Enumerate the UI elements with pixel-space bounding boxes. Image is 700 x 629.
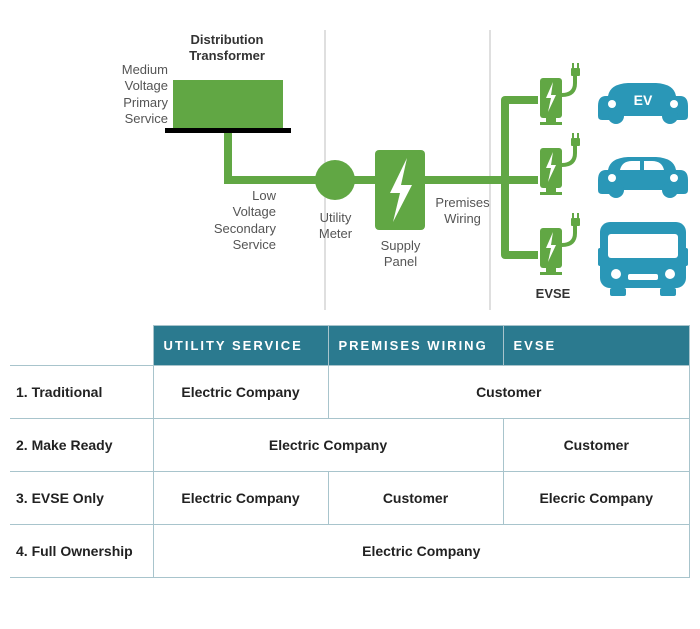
ev-car-icon: EV — [598, 83, 688, 124]
row-name: 1. Traditional — [10, 366, 153, 419]
col-utility-service: Utility Service — [153, 326, 328, 366]
car-icon — [598, 157, 688, 198]
row-name: 2. Make Ready — [10, 419, 153, 472]
table-cell: Customer — [328, 472, 503, 525]
table-header-row: Utility Service Premises Wiring EVSE — [10, 326, 690, 366]
evse-icon — [540, 63, 580, 125]
svg-text:EV: EV — [634, 92, 653, 108]
diagram-area: EV DistributionTransformer MediumVoltage… — [0, 0, 700, 325]
label-lv-secondary: LowVoltageSecondaryService — [196, 188, 276, 253]
bus-icon — [598, 222, 688, 296]
row-name: 4. Full Ownership — [10, 525, 153, 578]
row-name: 3. EVSE Only — [10, 472, 153, 525]
label-dist-transformer: DistributionTransformer — [162, 32, 292, 65]
table-row: 4. Full OwnershipElectric Company — [10, 525, 690, 578]
col-evse: EVSE — [503, 326, 690, 366]
label-evse: EVSE — [528, 286, 578, 302]
table-cell: Customer — [328, 366, 690, 419]
label-supply-panel: SupplyPanel — [373, 238, 428, 271]
table-corner — [10, 326, 153, 366]
table-row: 1. TraditionalElectric CompanyCustomer — [10, 366, 690, 419]
table-row: 2. Make ReadyElectric CompanyCustomer — [10, 419, 690, 472]
table-cell: Electric Company — [153, 366, 328, 419]
table-cell: Customer — [503, 419, 690, 472]
ownership-table: Utility Service Premises Wiring EVSE 1. … — [10, 325, 690, 578]
label-mv-primary: MediumVoltagePrimaryService — [98, 62, 168, 127]
col-premises-wiring: Premises Wiring — [328, 326, 503, 366]
table-cell: Electric Company — [153, 472, 328, 525]
table-cell: Electric Company — [153, 525, 690, 578]
label-utility-meter: UtilityMeter — [308, 210, 363, 243]
table-cell: Electric Company — [153, 419, 503, 472]
table-row: 3. EVSE OnlyElectric CompanyCustomerElec… — [10, 472, 690, 525]
table-cell: Elecric Company — [503, 472, 690, 525]
label-premises-wiring: PremisesWiring — [430, 195, 495, 228]
